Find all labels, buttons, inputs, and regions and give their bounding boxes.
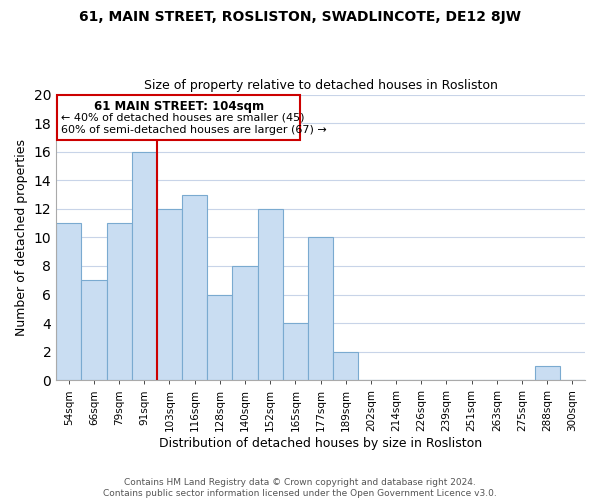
Text: 60% of semi-detached houses are larger (67) →: 60% of semi-detached houses are larger (…: [61, 126, 327, 136]
X-axis label: Distribution of detached houses by size in Rosliston: Distribution of detached houses by size …: [159, 437, 482, 450]
Bar: [56, 223, 82, 380]
Bar: [257, 209, 283, 380]
Bar: [132, 152, 157, 380]
Bar: [232, 266, 257, 380]
Y-axis label: Number of detached properties: Number of detached properties: [15, 139, 28, 336]
Title: Size of property relative to detached houses in Rosliston: Size of property relative to detached ho…: [143, 79, 497, 92]
Text: 61, MAIN STREET, ROSLISTON, SWADLINCOTE, DE12 8JW: 61, MAIN STREET, ROSLISTON, SWADLINCOTE,…: [79, 10, 521, 24]
Bar: [283, 323, 308, 380]
Bar: [182, 194, 207, 380]
Bar: [82, 280, 107, 380]
Bar: [535, 366, 560, 380]
Text: Contains HM Land Registry data © Crown copyright and database right 2024.
Contai: Contains HM Land Registry data © Crown c…: [103, 478, 497, 498]
FancyBboxPatch shape: [58, 96, 301, 140]
Bar: [333, 352, 358, 380]
Text: ← 40% of detached houses are smaller (45): ← 40% of detached houses are smaller (45…: [61, 112, 305, 122]
Bar: [308, 238, 333, 380]
Bar: [207, 294, 232, 380]
Bar: [107, 223, 132, 380]
Text: 61 MAIN STREET: 104sqm: 61 MAIN STREET: 104sqm: [94, 100, 264, 114]
Bar: [157, 209, 182, 380]
